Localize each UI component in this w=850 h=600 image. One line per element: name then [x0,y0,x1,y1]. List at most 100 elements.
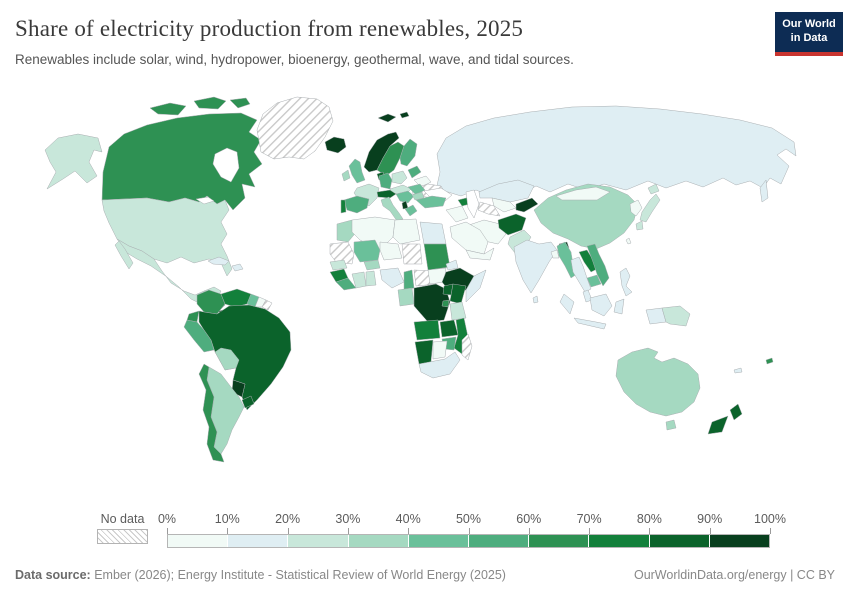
region-iceland[interactable] [324,136,347,154]
region-fiji[interactable] [765,357,774,365]
region-china[interactable] [533,183,639,250]
region-taiwan[interactable] [625,237,632,245]
region-svalbard-1[interactable] [377,113,397,123]
region-gabon-congo[interactable] [397,287,415,307]
region-turkey[interactable] [415,195,447,209]
region-sri-lanka[interactable] [532,295,539,304]
region-baja[interactable] [114,240,134,270]
legend-bin-80-90[interactable] [648,535,709,547]
region-norway[interactable] [363,131,400,173]
region-indonesia-sulawesi[interactable] [613,298,625,315]
legend-bin-90-100[interactable] [708,535,770,547]
region-sudan[interactable] [423,243,451,271]
legend-no-data[interactable]: No data [97,512,148,544]
legend-bin-0-10[interactable] [168,535,228,547]
region-cambodia[interactable] [586,274,602,288]
region-senegal[interactable] [329,259,348,271]
region-chad-nodata[interactable] [401,243,423,265]
region-chile[interactable] [198,363,225,463]
region-madagascar-nodata[interactable] [461,333,473,361]
region-yemen-oman[interactable] [465,247,495,261]
legend-no-data-swatch[interactable] [97,529,148,544]
region-cameroon[interactable] [403,269,415,291]
region-zambia[interactable] [439,319,459,338]
region-vietnam[interactable] [586,243,610,287]
region-arctic-islands-1[interactable] [149,102,187,116]
region-japan-hokkaido[interactable] [647,183,660,195]
region-spain[interactable] [343,195,370,214]
region-libya[interactable] [392,218,421,245]
region-turkmenistan-nodata[interactable] [477,201,501,217]
region-alaska[interactable] [44,133,103,190]
legend-bin-40-50[interactable] [407,535,469,547]
region-angola[interactable] [413,319,441,341]
legend-bin-30-40[interactable] [347,535,408,547]
region-italy[interactable] [380,196,404,222]
region-tanzania[interactable] [449,301,467,321]
region-cuba[interactable] [207,256,230,266]
region-botswana[interactable] [432,340,448,360]
region-australia[interactable] [615,347,701,417]
region-niger[interactable] [379,241,403,261]
region-new-zealand-north[interactable] [729,403,743,421]
region-finland[interactable] [399,138,418,167]
region-new-zealand-south[interactable] [707,415,729,435]
region-south-africa[interactable] [418,351,461,379]
region-mali[interactable] [353,239,381,263]
region-philippines[interactable] [619,267,633,297]
region-baltics[interactable] [407,165,422,179]
region-greece[interactable] [404,204,418,217]
owid-logo[interactable]: Our World in Data [775,12,843,56]
region-rwanda-burundi[interactable] [441,299,450,308]
region-eritrea[interactable] [445,259,459,271]
region-western-sahara-mauritania-nodata[interactable] [329,241,355,265]
region-peru[interactable] [183,319,215,353]
region-new-caledonia[interactable] [733,367,743,374]
legend-bin-70-80[interactable] [588,535,649,547]
region-burkina-faso[interactable] [363,259,381,271]
region-india[interactable] [513,239,558,294]
region-tasmania[interactable] [665,419,677,431]
region-russia[interactable] [435,105,797,197]
region-arctic-islands-3[interactable] [229,97,251,109]
region-japan-kyushu[interactable] [635,220,644,231]
region-sakhalin[interactable] [759,179,769,203]
region-japan-honshu[interactable] [639,193,661,223]
region-saudi-arabia[interactable] [449,221,489,255]
legend-bin-50-60[interactable] [468,535,529,547]
region-afghanistan[interactable] [497,213,527,236]
region-thailand[interactable] [570,256,592,293]
region-kyrgyzstan-tajikistan[interactable] [515,197,539,213]
region-somalia[interactable] [465,269,487,303]
region-korea[interactable] [629,199,643,217]
region-united-states[interactable] [101,195,233,277]
region-indonesia-java[interactable] [573,317,607,330]
region-kazakhstan[interactable] [478,179,535,203]
region-venezuela[interactable] [220,288,252,308]
region-poland[interactable] [391,170,408,185]
region-alpine[interactable] [376,189,397,199]
region-bolivia[interactable] [214,347,240,371]
owid-link[interactable]: OurWorldinData.org/energy [633,568,787,582]
region-united-kingdom[interactable] [348,158,366,184]
region-uruguay[interactable] [241,395,255,409]
legend-bin-60-70[interactable] [528,535,589,547]
region-dr-congo[interactable] [413,283,451,323]
legend-bin-20-30[interactable] [287,535,348,547]
region-iraq-syria[interactable] [445,205,469,223]
region-bangladesh[interactable] [550,249,560,259]
region-indonesia-sumatra[interactable] [559,293,575,315]
region-egypt[interactable] [419,221,447,245]
region-portugal[interactable] [340,199,347,214]
region-uzbekistan[interactable] [491,197,517,213]
region-nigeria[interactable] [379,267,405,289]
region-kenya[interactable] [449,283,467,305]
region-colombia[interactable] [196,289,226,315]
region-arctic-islands-2[interactable] [193,96,227,110]
region-mongolia[interactable] [555,186,611,201]
region-namibia[interactable] [414,339,434,365]
legend-bin-10-20[interactable] [227,535,288,547]
region-germany[interactable] [378,172,393,190]
region-greenland-nodata[interactable] [256,96,334,160]
region-french-guiana-nodata[interactable] [261,299,273,311]
